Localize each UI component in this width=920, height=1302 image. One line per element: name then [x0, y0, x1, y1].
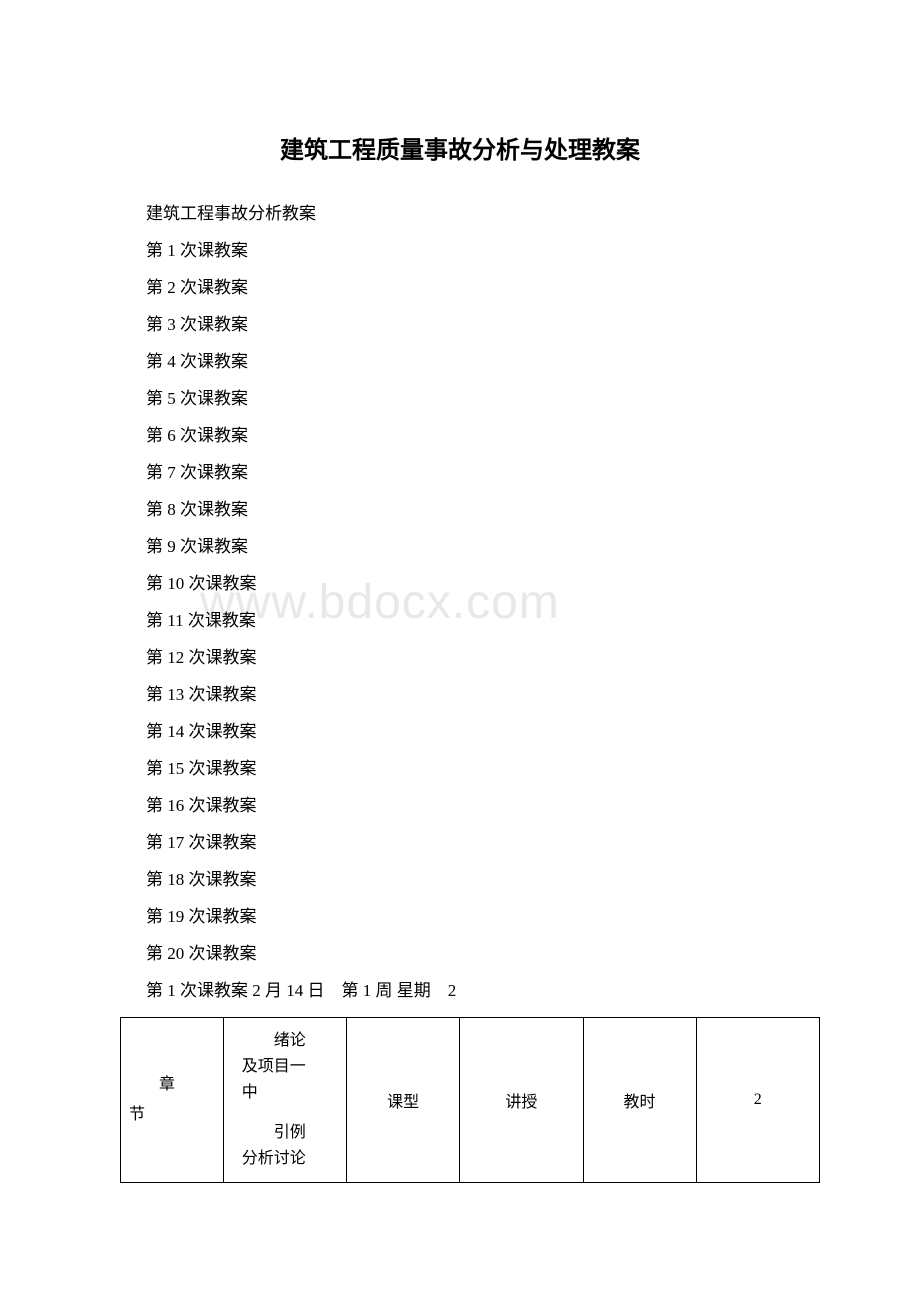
- cell-text: 及项目一: [242, 1054, 338, 1080]
- cell-text: 中: [242, 1080, 338, 1106]
- table-cell-hours-value: 2: [696, 1018, 819, 1183]
- page-title: 建筑工程质量事故分析与处理教案: [120, 130, 800, 165]
- cell-text: 引例: [242, 1120, 338, 1146]
- cell-text: 绪论: [242, 1028, 338, 1054]
- list-item: 第 2 次课教案: [120, 269, 800, 306]
- table-cell-content: 绪论 及项目一 中 引例 分析讨论: [223, 1018, 346, 1183]
- table-cell-type-label: 课型: [347, 1018, 460, 1183]
- list-item: 第 6 次课教案: [120, 417, 800, 454]
- list-item: 第 9 次课教案: [120, 528, 800, 565]
- cell-text: 分析讨论: [242, 1146, 338, 1172]
- list-item: 第 3 次课教案: [120, 306, 800, 343]
- list-item: 第 5 次课教案: [120, 380, 800, 417]
- table-row: 章 节 绪论 及项目一 中 引例 分析讨论 课型 讲授 教时 2: [121, 1018, 820, 1183]
- table-caption: 第 1 次课教案 2 月 14 日 第 1 周 星期 2: [120, 972, 800, 1009]
- list-item: 第 8 次课教案: [120, 491, 800, 528]
- list-item: 第 1 次课教案: [120, 232, 800, 269]
- table-cell-hours-label: 教时: [583, 1018, 696, 1183]
- list-item: 第 12 次课教案: [120, 639, 800, 676]
- list-item: 第 11 次课教案: [120, 602, 800, 639]
- list-item: 第 19 次课教案: [120, 898, 800, 935]
- cell-text: 章: [129, 1070, 215, 1100]
- list-item: 第 13 次课教案: [120, 676, 800, 713]
- lesson-table: 章 节 绪论 及项目一 中 引例 分析讨论 课型 讲授 教时 2: [120, 1017, 820, 1183]
- table-cell-type-value: 讲授: [460, 1018, 583, 1183]
- list-item: 第 20 次课教案: [120, 935, 800, 972]
- list-item: 第 7 次课教案: [120, 454, 800, 491]
- table-cell-chapter: 章 节: [121, 1018, 224, 1183]
- list-item: 第 17 次课教案: [120, 824, 800, 861]
- list-item: 第 16 次课教案: [120, 787, 800, 824]
- document-page: 建筑工程质量事故分析与处理教案 建筑工程事故分析教案 第 1 次课教案 第 2 …: [0, 0, 920, 1243]
- cell-text: 节: [129, 1100, 215, 1130]
- subtitle: 建筑工程事故分析教案: [120, 195, 800, 232]
- list-item: 第 14 次课教案: [120, 713, 800, 750]
- list-item: 第 10 次课教案: [120, 565, 800, 602]
- list-item: 第 4 次课教案: [120, 343, 800, 380]
- list-item: 第 15 次课教案: [120, 750, 800, 787]
- list-item: 第 18 次课教案: [120, 861, 800, 898]
